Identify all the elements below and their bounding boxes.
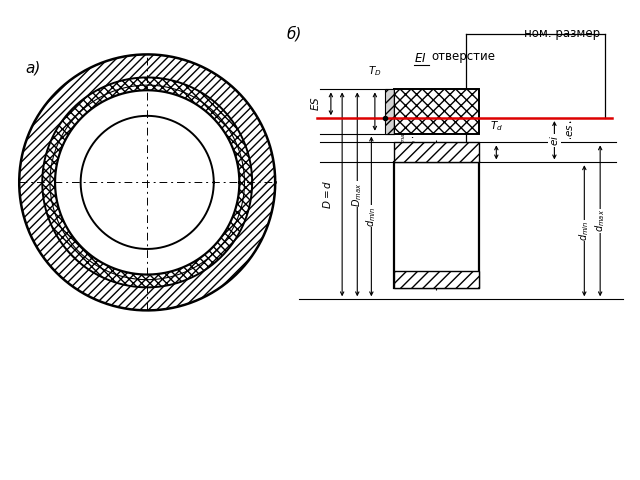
Bar	[394, 89, 479, 133]
Text: $D=d$: $D=d$	[321, 180, 333, 209]
Bar	[394, 271, 479, 288]
Bar	[394, 89, 479, 133]
Text: а): а)	[26, 61, 41, 76]
Bar	[385, 89, 394, 133]
Text: $S_{min}$: $S_{min}$	[406, 138, 419, 157]
Text: $d_{max}$: $d_{max}$	[593, 209, 607, 232]
Text: ном. размер: ном. размер	[525, 27, 600, 40]
Bar	[394, 162, 479, 288]
Text: б): б)	[287, 25, 302, 41]
Text: $EI$: $EI$	[413, 52, 426, 65]
Polygon shape	[55, 90, 239, 275]
Text: $T_d$: $T_d$	[490, 119, 503, 133]
Text: $d_{min}$: $d_{min}$	[577, 220, 591, 241]
Bar	[394, 143, 479, 162]
Polygon shape	[81, 116, 214, 249]
Text: $ei$: $ei$	[548, 135, 561, 146]
Text: $S_{max}$: $S_{max}$	[396, 127, 408, 149]
Text: $ES$: $ES$	[309, 96, 321, 111]
Text: $T_D$: $T_D$	[368, 65, 381, 78]
Text: $d_{min}$: $d_{min}$	[364, 206, 378, 227]
Polygon shape	[55, 90, 239, 275]
Polygon shape	[42, 77, 252, 288]
Polygon shape	[19, 54, 275, 311]
Polygon shape	[42, 77, 252, 288]
Text: $es$: $es$	[565, 123, 575, 137]
Text: отверстие: отверстие	[431, 50, 495, 63]
Text: вал: вал	[425, 215, 448, 228]
Text: $D_{max}$: $D_{max}$	[350, 182, 364, 206]
